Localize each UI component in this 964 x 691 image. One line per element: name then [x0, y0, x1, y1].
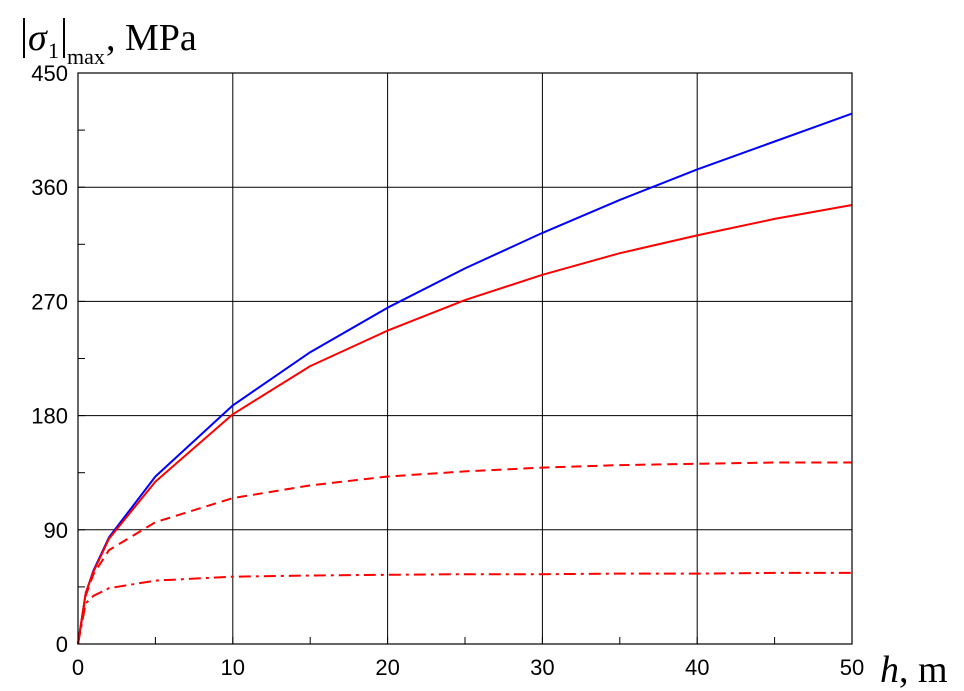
y-tick-labels: 0 90 180 270 360 450 — [31, 61, 68, 657]
x-axis-title: h, m — [880, 649, 948, 691]
x-tick-labels: 0 10 20 30 40 50 — [72, 655, 864, 680]
y-tick-label: 90 — [44, 518, 68, 543]
x-tick-label: 0 — [72, 655, 84, 680]
y-tick-label: 360 — [31, 175, 68, 200]
y-axis-title: σ 1 max , MPa — [23, 17, 197, 69]
y-axis-title-submax: max — [67, 44, 105, 69]
y-tick-label: 270 — [31, 289, 68, 314]
y-tick-label: 0 — [56, 632, 68, 657]
series-line-2 — [77, 204, 853, 645]
series-line-4 — [77, 571, 852, 645]
grid — [77, 72, 853, 645]
x-tick-label: 30 — [530, 655, 554, 680]
series-line-1 — [77, 112, 853, 645]
series-group — [77, 112, 853, 645]
plot-frame — [77, 72, 853, 645]
plot-border — [77, 72, 853, 645]
x-tick-label: 50 — [840, 655, 864, 680]
x-axis-var: h — [880, 649, 899, 691]
series-line-3 — [77, 461, 852, 645]
x-tick-label: 10 — [221, 655, 245, 680]
x-axis-unit: , m — [899, 649, 948, 691]
y-tick-label: 180 — [31, 404, 68, 429]
x-tick-label: 20 — [375, 655, 399, 680]
y-axis-title-unit: , MPa — [106, 17, 197, 59]
x-tick-label: 40 — [685, 655, 709, 680]
y-axis-title-sigma: σ — [28, 17, 48, 59]
y-tick-label: 450 — [31, 61, 68, 86]
y-axis-title-sub1: 1 — [48, 38, 59, 63]
